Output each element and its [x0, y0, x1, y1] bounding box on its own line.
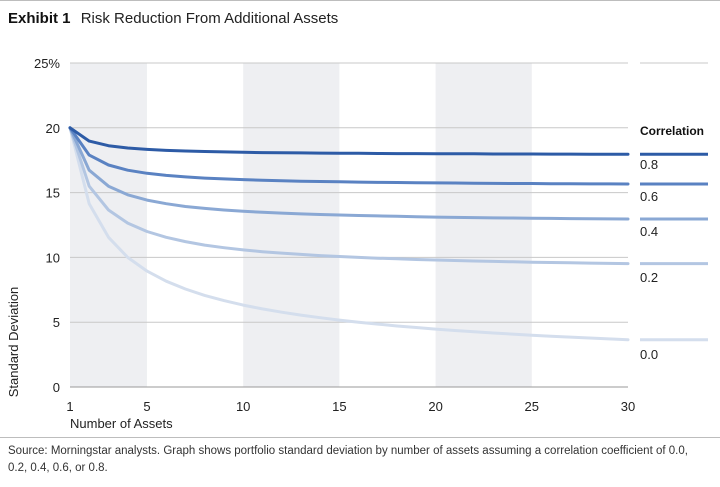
chart-header: Exhibit 1 Risk Reduction From Additional… [8, 10, 338, 27]
chart-title: Risk Reduction From Additional Assets [80, 10, 339, 27]
legend-label-0.6: 0.6 [640, 189, 658, 204]
legend-label-0.2: 0.2 [640, 270, 658, 285]
series-line-0.2 [68, 126, 630, 266]
y-tick-label-0: 0 [53, 380, 60, 395]
legend-label-0.0: 0.0 [640, 347, 658, 362]
top-rule [0, 0, 720, 1]
y-tick-label-25: 25% [34, 56, 60, 71]
y-tick-labels: 0 5 10 15 20 25% [34, 56, 60, 395]
x-tick-label-30: 30 [621, 399, 635, 414]
source-note: Source: Morningstar analysts. Graph show… [8, 445, 688, 474]
x-tick-label-25: 25 [525, 399, 539, 414]
series-line-0.6 [68, 126, 630, 186]
x-tick-label-15: 15 [332, 399, 346, 414]
exhibit-label: Exhibit 1 [8, 10, 71, 27]
y-tick-label-5: 5 [53, 315, 60, 330]
legend-label-0.4: 0.4 [640, 224, 658, 239]
gridlines [70, 62, 628, 388]
legend-label-0.8: 0.8 [640, 157, 658, 172]
x-tick-label-10: 10 [236, 399, 250, 414]
series-line-0.0 [68, 126, 630, 342]
y-tick-label-15: 15 [46, 186, 60, 201]
x-tick-labels: 1 5 10 15 20 25 30 [66, 399, 635, 414]
y-tick-label-10: 10 [46, 250, 60, 265]
x-axis-title: Number of Assets [70, 416, 173, 431]
shaded-band-2 [435, 63, 532, 387]
shaded-band-1 [243, 63, 340, 387]
x-tick-label-1: 1 [66, 399, 73, 414]
series-line-0.8 [68, 126, 630, 156]
series-lines [68, 126, 630, 342]
y-tick-label-20: 20 [46, 121, 60, 136]
series-line-0.4 [68, 126, 630, 221]
x-tick-label-5: 5 [143, 399, 150, 414]
x-tick-label-20: 20 [428, 399, 442, 414]
bottom-rule [0, 437, 720, 438]
legend-title: Correlation [640, 124, 704, 138]
legend: Correlation 0.0 0.2 0.4 0.6 0.8 [640, 124, 708, 362]
y-axis-title: Standard Deviation [6, 287, 21, 398]
